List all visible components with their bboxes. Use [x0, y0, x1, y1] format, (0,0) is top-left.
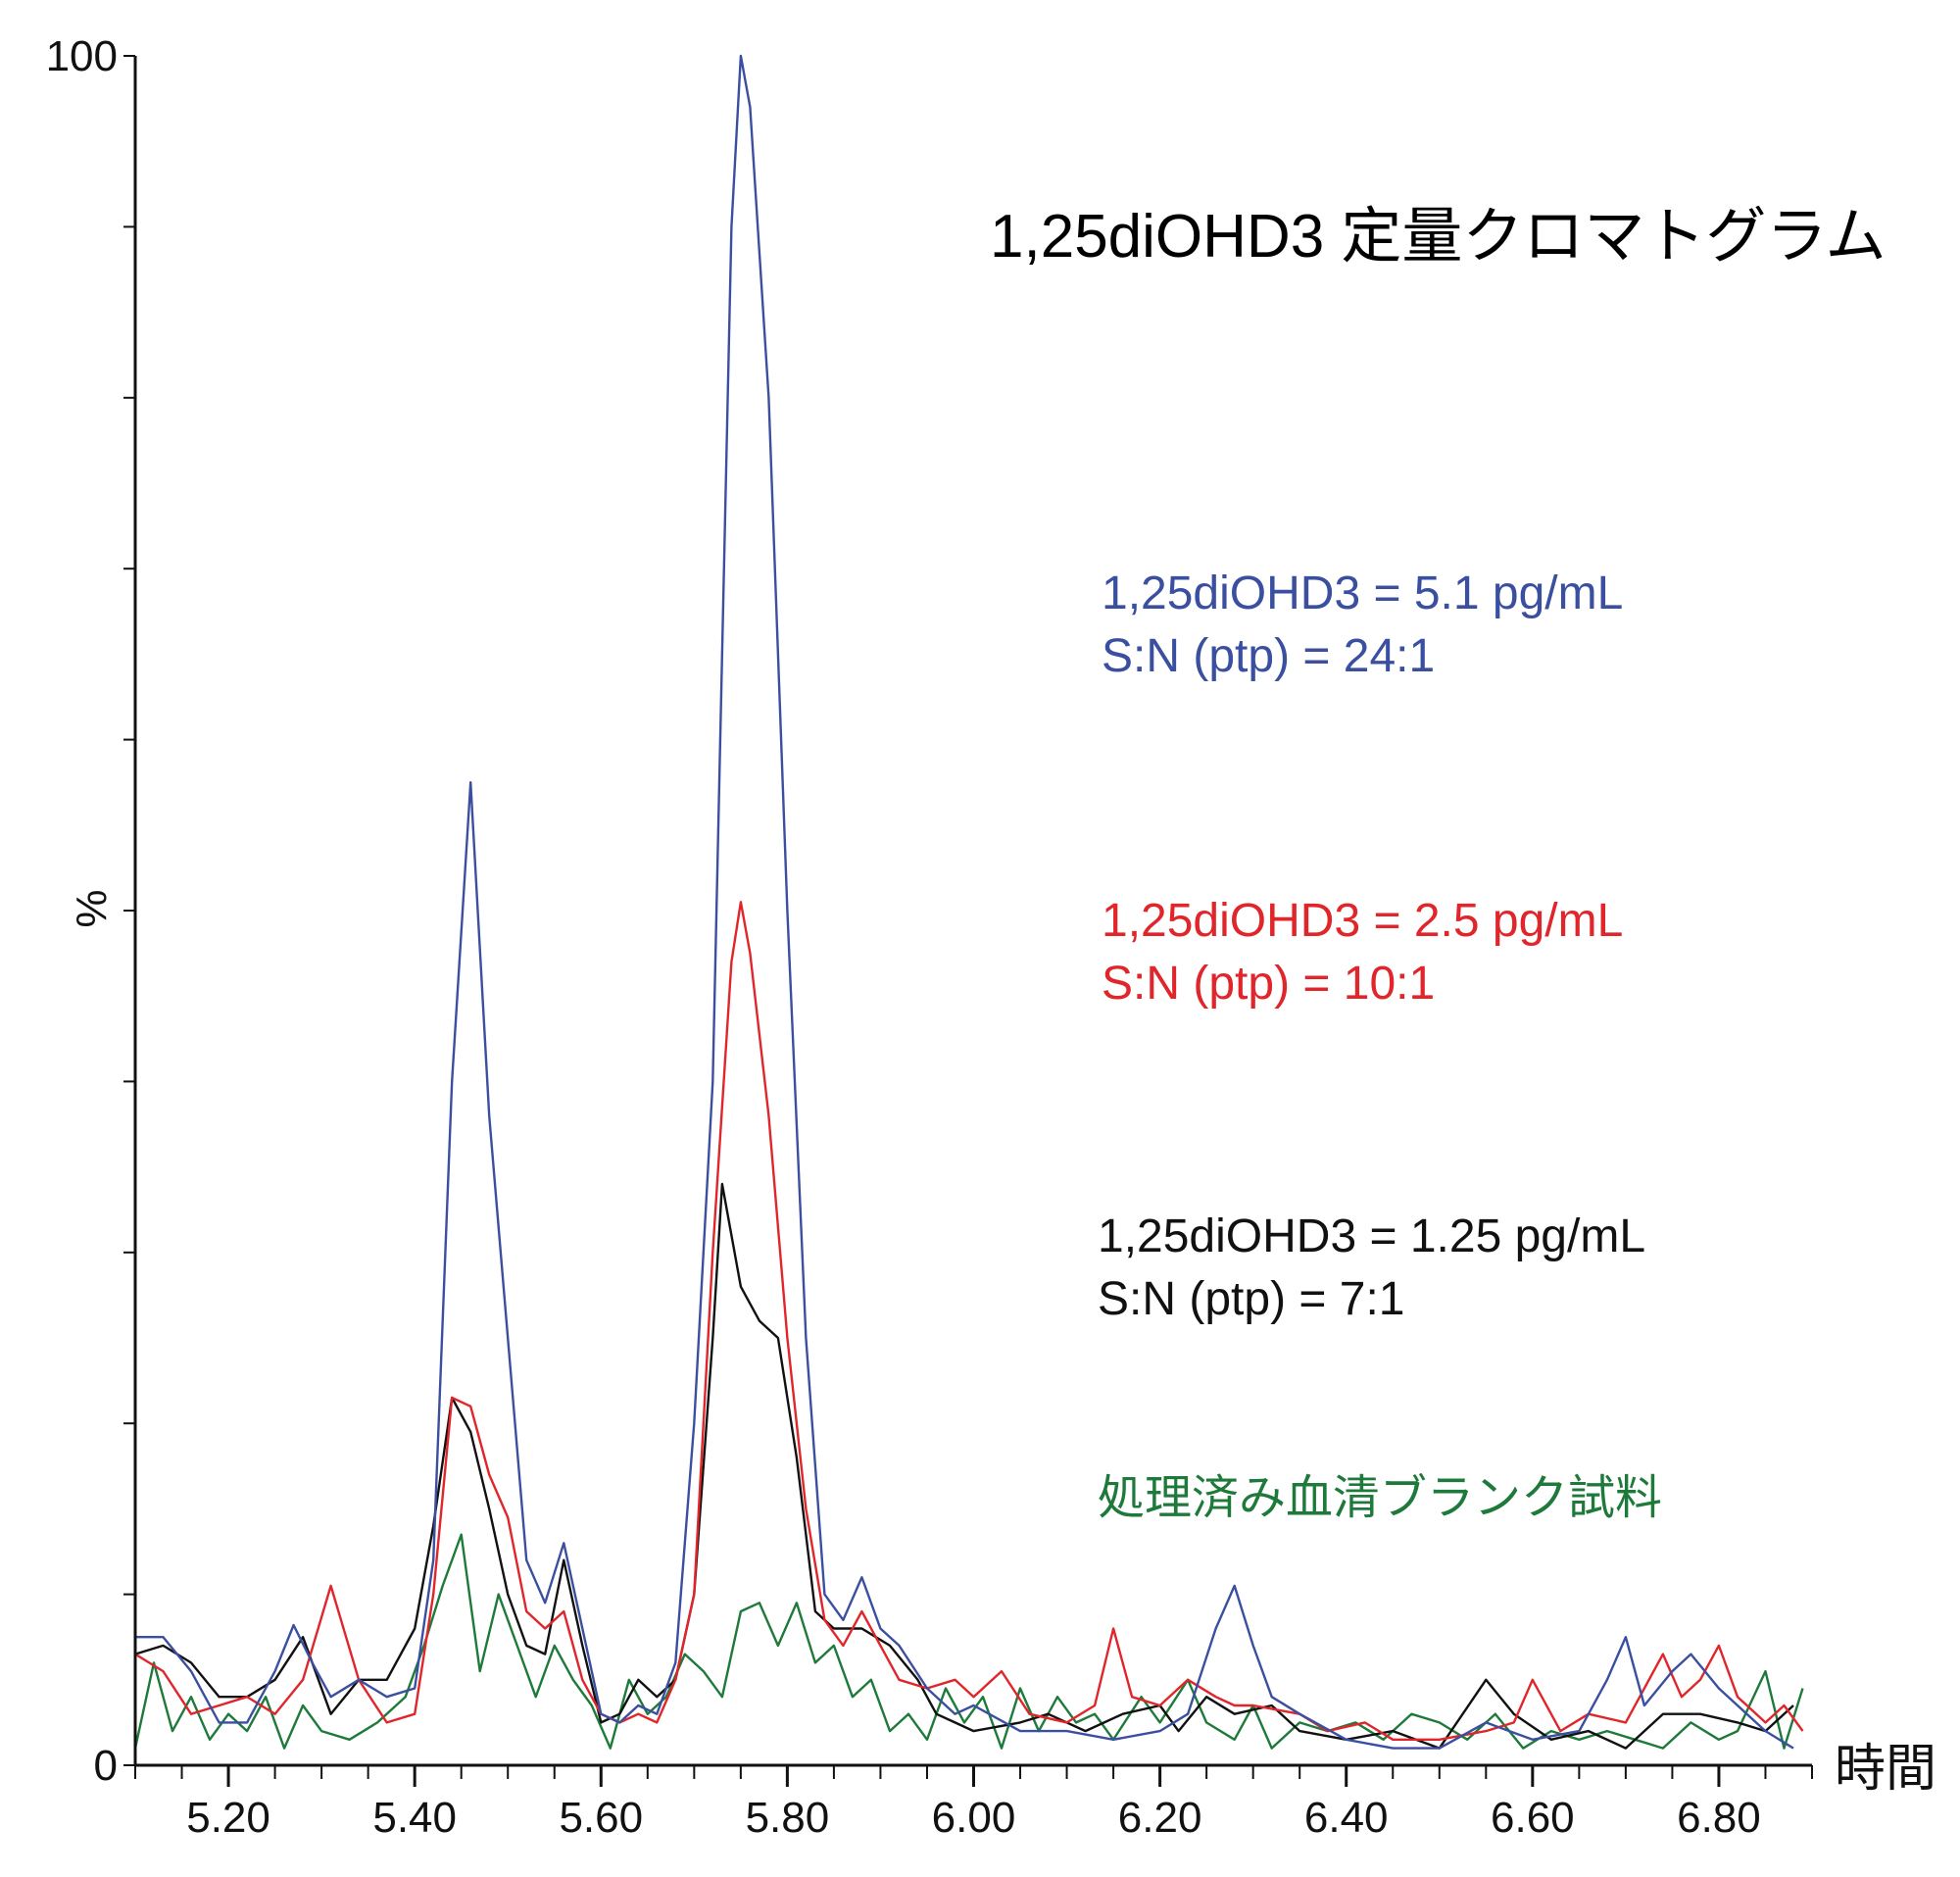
chart-title: 1,25diOHD3 定量クロマトグラム — [990, 203, 1886, 271]
x-tick-label: 6.40 — [1304, 1794, 1389, 1842]
x-tick-label: 6.60 — [1491, 1794, 1575, 1842]
x-tick-label: 6.20 — [1118, 1794, 1202, 1842]
annotation-blue-sn: S:N (ptp) = 24:1 — [1102, 630, 1435, 682]
annotation-layer: 1,25diOHD3 = 5.1 pg/mL S:N (ptp) = 24:1 … — [1098, 568, 1662, 1524]
y-tick-label: 0 — [94, 1742, 118, 1790]
ticks-layer: 0 100 5.20 5.40 5.60 5.80 6.00 6.20 6.40 6.60 6.80 — [46, 32, 1813, 1842]
series-line-0 — [135, 54, 1794, 1750]
annotation-black-sn: S:N (ptp) = 7:1 — [1098, 1273, 1404, 1325]
y-tick-label: 100 — [46, 32, 118, 80]
x-axis-label: 時間 — [1835, 1741, 1936, 1798]
x-tick-label: 6.00 — [932, 1794, 1016, 1842]
x-tick-label: 5.40 — [372, 1794, 457, 1842]
x-tick-label: 6.80 — [1677, 1794, 1761, 1842]
series-line-3 — [133, 1533, 1804, 1750]
x-tick-label: 5.20 — [186, 1794, 270, 1842]
annotation-blue-conc: 1,25diOHD3 = 5.1 pg/mL — [1102, 568, 1623, 619]
annotation-red-sn: S:N (ptp) = 10:1 — [1102, 958, 1435, 1010]
annotation-black-conc: 1,25diOHD3 = 1.25 pg/mL — [1098, 1210, 1645, 1262]
annotation-green-blank: 処理済み血清ブランク試料 — [1098, 1472, 1662, 1524]
series-line-2 — [134, 1182, 1794, 1750]
annotation-red-conc: 1,25diOHD3 = 2.5 pg/mL — [1102, 895, 1623, 947]
y-axis-label: % — [68, 889, 116, 927]
series-layer — [133, 54, 1804, 1750]
x-tick-label: 5.60 — [559, 1794, 643, 1842]
series-line-1 — [134, 901, 1804, 1742]
x-tick-label: 5.80 — [746, 1794, 830, 1842]
